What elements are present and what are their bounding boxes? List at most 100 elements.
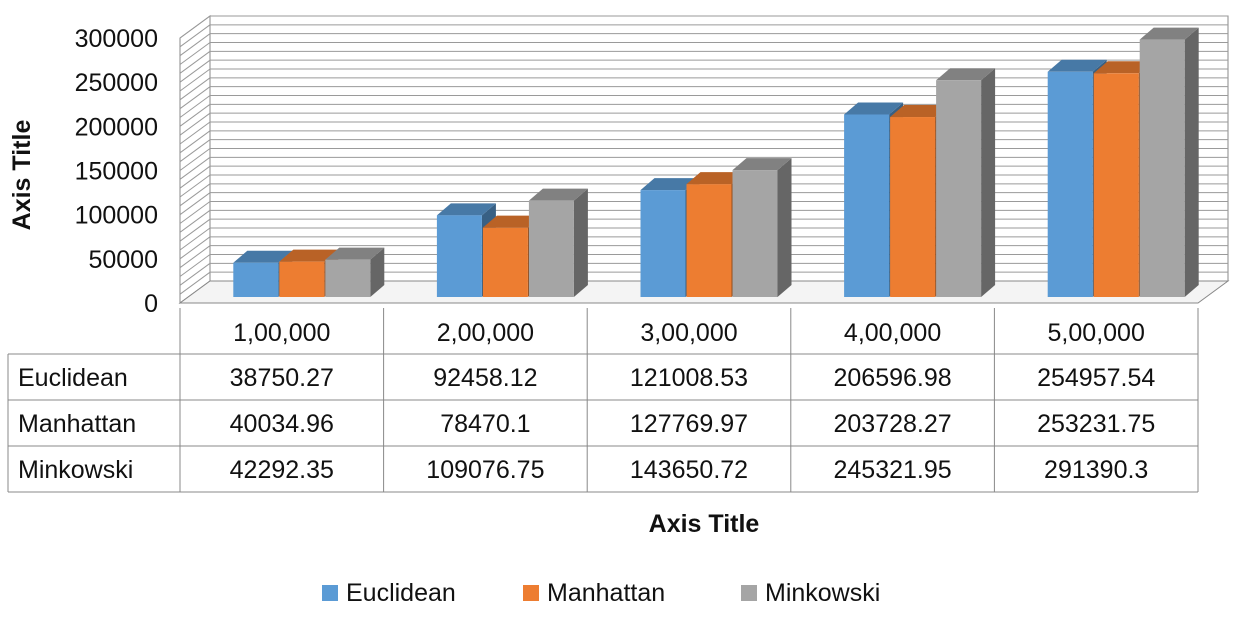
table-row-label: Minkowski xyxy=(18,456,133,484)
y-axis-title: Axis Title xyxy=(8,120,36,231)
gridline-side xyxy=(179,218,211,242)
bar-top xyxy=(686,172,746,185)
gridline-side xyxy=(179,42,211,65)
legend-item: Manhattan xyxy=(523,579,665,607)
bar-minkowski-3 xyxy=(732,158,792,297)
data-label: 92458.12 xyxy=(433,364,537,392)
x-axis-title: Axis Title xyxy=(649,510,760,538)
x-category-label: 5,00,000 xyxy=(1048,319,1145,347)
bar-front xyxy=(1093,73,1139,297)
legend-label: Euclidean xyxy=(346,579,456,607)
gridline-side xyxy=(179,201,211,224)
y-tick-label: 100000 xyxy=(75,202,158,230)
gridline-side xyxy=(179,156,211,180)
bar-front xyxy=(325,259,371,297)
data-table: 1,00,000 2,00,000 3,00,000 4,00,000 5,00,000… xyxy=(7,308,1199,493)
bar-top xyxy=(1093,61,1153,74)
gridline-side xyxy=(179,165,211,189)
bar-top xyxy=(890,105,950,118)
legend-item: Minkowski xyxy=(741,579,880,607)
bar-side xyxy=(370,247,385,297)
bar-front xyxy=(233,262,279,297)
bar-top xyxy=(844,102,904,115)
gridline-side xyxy=(179,86,211,110)
bar-side xyxy=(1184,27,1199,298)
legend-swatch xyxy=(322,585,338,601)
bar-top xyxy=(1047,59,1107,72)
bar-front xyxy=(890,117,936,297)
bar-top xyxy=(528,188,588,201)
bar-top xyxy=(233,250,293,263)
bar-top xyxy=(732,158,792,171)
bar-front xyxy=(686,184,732,297)
bar-top xyxy=(482,215,542,228)
bar-front xyxy=(844,114,890,297)
bar-manhattan-4 xyxy=(890,105,950,297)
legend-item: Euclidean xyxy=(322,579,456,607)
y-tick-label: 50000 xyxy=(88,246,158,274)
y-tick-label: 200000 xyxy=(75,113,158,141)
gridline-side xyxy=(179,245,211,269)
bar-minkowski-4 xyxy=(936,68,996,297)
bar-side xyxy=(573,188,588,297)
bar-front xyxy=(436,215,482,297)
x-category-label: 4,00,000 xyxy=(844,319,941,347)
gridline-side xyxy=(179,271,211,295)
gridline-side xyxy=(179,254,211,277)
gridline-side xyxy=(179,130,211,154)
bar-front xyxy=(640,190,686,297)
data-label: 42292.35 xyxy=(230,456,334,484)
y-tick-label: 150000 xyxy=(75,158,158,186)
gridline-side xyxy=(179,95,211,118)
gridline-side xyxy=(179,262,211,286)
y-tick-label: 300000 xyxy=(75,25,158,53)
data-label: 245321.95 xyxy=(834,456,952,484)
legend-label: Manhattan xyxy=(547,579,665,607)
data-label: 38750.27 xyxy=(230,364,334,392)
data-label: 203728.27 xyxy=(834,410,952,438)
bar-minkowski-2 xyxy=(528,188,588,297)
gridline-side xyxy=(179,227,211,251)
gridline-side xyxy=(179,59,211,83)
bar-top xyxy=(436,203,496,216)
gridline-side xyxy=(179,77,211,101)
data-label: 254957.54 xyxy=(1037,364,1155,392)
gridline-side xyxy=(179,103,211,127)
legend: Euclidean Manhattan Minkowski xyxy=(322,579,880,607)
data-label: 121008.53 xyxy=(630,364,748,392)
data-label: 78470.1 xyxy=(440,410,530,438)
data-label: 143650.72 xyxy=(630,456,748,484)
legend-swatch xyxy=(741,585,757,601)
bar-minkowski-5 xyxy=(1139,27,1199,298)
bar-front xyxy=(482,227,528,297)
bar-front xyxy=(732,170,778,297)
bar-top xyxy=(640,178,700,191)
y-tick-label: 0 xyxy=(144,290,158,318)
table-row-label: Manhattan xyxy=(18,410,136,438)
bar-minkowski-1 xyxy=(325,247,385,297)
bars xyxy=(233,27,1199,298)
x-category-label: 1,00,000 xyxy=(233,319,330,347)
gridline-side xyxy=(179,15,211,39)
gridline-side xyxy=(179,33,211,57)
bar-front xyxy=(1047,71,1093,297)
bar-top xyxy=(936,68,996,81)
data-label: 206596.98 xyxy=(834,364,952,392)
legend-swatch xyxy=(523,585,539,601)
bar-top xyxy=(325,247,385,260)
gridline-side xyxy=(179,183,211,207)
gridline-side xyxy=(179,121,211,145)
data-label: 127769.97 xyxy=(630,410,748,438)
bar-front xyxy=(528,200,574,297)
data-label: 40034.96 xyxy=(230,410,334,438)
gridline-side xyxy=(179,236,211,260)
gridline-side xyxy=(179,148,211,171)
data-label: 291390.3 xyxy=(1044,456,1148,484)
x-category-label: 3,00,000 xyxy=(640,319,737,347)
bar-top xyxy=(1139,27,1199,40)
bar-front xyxy=(1139,39,1185,298)
gridline-side xyxy=(179,68,211,92)
bar-side xyxy=(777,158,792,297)
